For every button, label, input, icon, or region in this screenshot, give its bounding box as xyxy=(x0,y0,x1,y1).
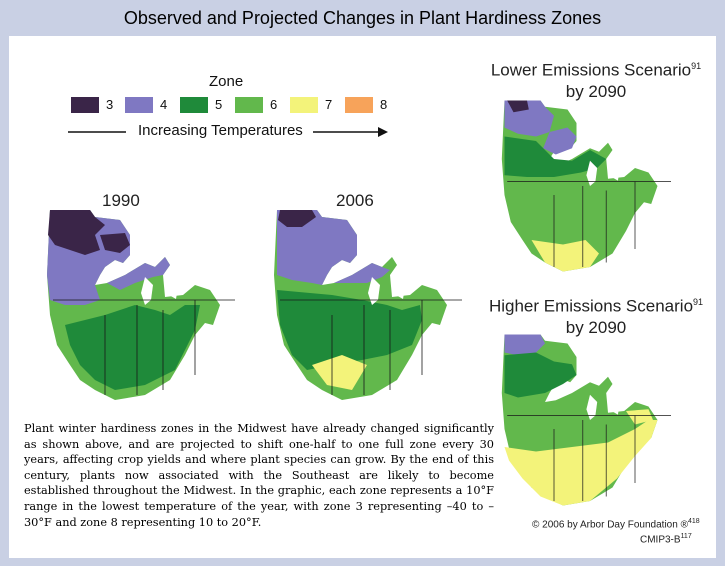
legend-label-zone-3: 3 xyxy=(106,97,114,112)
temperature-arrow xyxy=(68,127,388,137)
map-lower-emissions-2090 xyxy=(501,100,671,272)
map-label-1990: 1990 xyxy=(102,191,140,210)
map-1990 xyxy=(47,210,235,400)
higher-scenario-title: Higher Emissions Scenario91 by 2090 xyxy=(488,296,704,337)
map-label-2006: 2006 xyxy=(336,191,374,210)
legend-swatch-zone-3 xyxy=(71,97,99,113)
arrow-label: Increasing Temperatures xyxy=(138,122,303,139)
legend-title: Zone xyxy=(209,73,244,90)
legend-label-zone-7: 7 xyxy=(325,97,333,112)
legend-swatch-zone-5 xyxy=(180,97,208,113)
legend-label-zone-6: 6 xyxy=(270,97,278,112)
figure-title: Observed and Projected Changes in Plant … xyxy=(123,8,602,28)
figure-code: CMIP3-B117 xyxy=(640,533,692,546)
legend-swatch-zone-4 xyxy=(125,97,153,113)
legend-label-zone-5: 5 xyxy=(215,97,223,112)
legend-label-zone-4: 4 xyxy=(160,97,168,112)
copyright-credit: © 2006 by Arbor Day Foundation ®418 xyxy=(532,518,700,531)
map-2006 xyxy=(274,210,462,400)
legend-label-zone-8: 8 xyxy=(380,97,388,112)
legend-swatch-zone-8 xyxy=(345,97,373,113)
legend-swatch-zone-6 xyxy=(235,97,263,113)
map-higher-emissions-2090 xyxy=(501,334,671,506)
legend-swatch-zone-7 xyxy=(290,97,318,113)
lower-scenario-title: Lower Emissions Scenario91 by 2090 xyxy=(490,60,702,101)
description-text: Plant winter hardiness zones in the Midw… xyxy=(24,422,494,529)
